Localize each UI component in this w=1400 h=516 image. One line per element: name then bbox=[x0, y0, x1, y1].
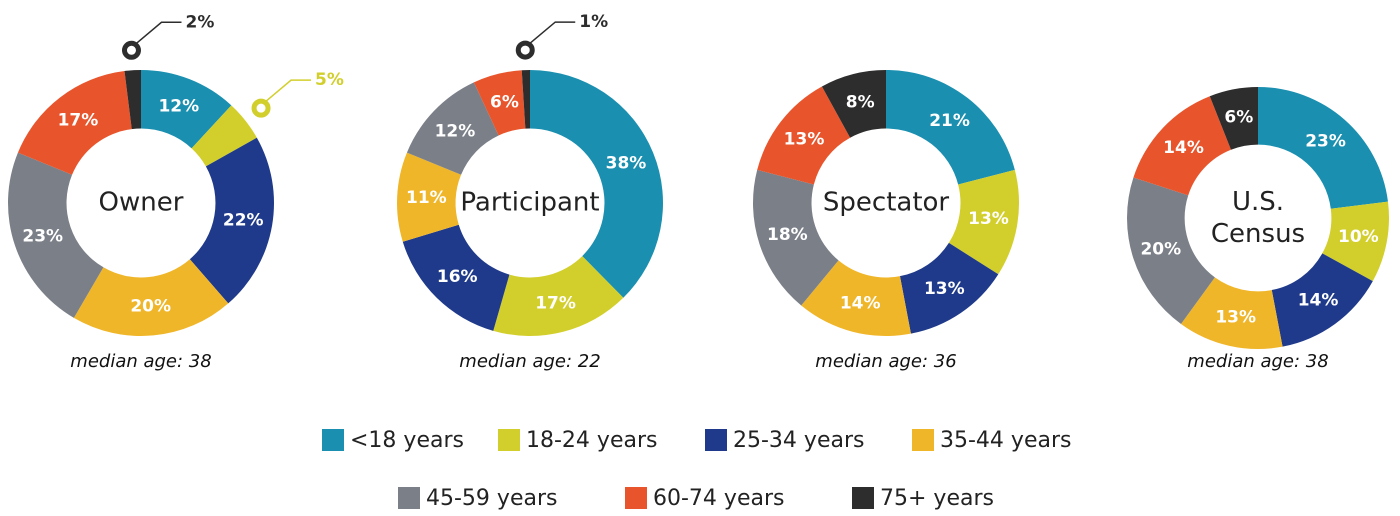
donut-slice bbox=[17, 71, 132, 175]
slice-label: 21% bbox=[929, 111, 970, 131]
median-note: median age: 38 bbox=[70, 351, 211, 372]
donut-slice bbox=[402, 224, 510, 331]
callout-line bbox=[529, 21, 576, 44]
legend-label: 18-24 years bbox=[526, 428, 657, 453]
legend-swatch bbox=[498, 429, 520, 451]
slice-label: 12% bbox=[435, 121, 476, 141]
slice-label: 12% bbox=[158, 96, 199, 116]
slice-label: 22% bbox=[223, 211, 264, 231]
callout-line bbox=[136, 21, 182, 44]
slice-label: 23% bbox=[1305, 131, 1346, 151]
donut-slice bbox=[886, 70, 1015, 185]
slice-label: 20% bbox=[130, 296, 171, 316]
slice-label: 6% bbox=[1224, 108, 1253, 128]
slice-label: 17% bbox=[535, 294, 576, 314]
donut-slice bbox=[521, 70, 530, 129]
donut-slice bbox=[124, 70, 141, 130]
center-label: U.S. Census bbox=[1211, 187, 1305, 249]
legend-swatch bbox=[705, 429, 727, 451]
slice-label: 16% bbox=[437, 267, 478, 287]
donut-slice bbox=[189, 137, 274, 304]
legend-label: 25-34 years bbox=[733, 428, 864, 453]
center-label-line: Census bbox=[1211, 219, 1305, 249]
callout-line bbox=[265, 79, 312, 102]
callout-label: 1% bbox=[579, 12, 608, 32]
donut-slice bbox=[73, 259, 229, 337]
center-label-line: U.S. bbox=[1232, 187, 1284, 217]
callout-label: 5% bbox=[315, 70, 344, 90]
legend-label: <18 years bbox=[350, 428, 464, 453]
legend-label: 35-44 years bbox=[940, 428, 1071, 453]
slice-label: 14% bbox=[1163, 138, 1204, 158]
donut-slice bbox=[530, 70, 663, 298]
donut-slice bbox=[397, 152, 462, 242]
donut-slice bbox=[821, 70, 886, 138]
donut-slice bbox=[899, 242, 999, 334]
median-note: median age: 22 bbox=[459, 351, 600, 372]
donut-slice bbox=[1127, 177, 1215, 324]
slice-label: 10% bbox=[1338, 227, 1379, 247]
donut-slice bbox=[948, 169, 1020, 275]
legend-swatch bbox=[625, 487, 647, 509]
slice-label: 18% bbox=[767, 225, 808, 245]
slice-label: 23% bbox=[22, 226, 63, 246]
callout-marker bbox=[515, 40, 535, 60]
donut-slice bbox=[191, 105, 257, 167]
legend-swatch bbox=[852, 487, 874, 509]
slice-label: 8% bbox=[846, 93, 875, 113]
donut-slice bbox=[406, 82, 499, 175]
donut-slice bbox=[1258, 87, 1388, 209]
legend-swatch bbox=[912, 429, 934, 451]
donut-slice bbox=[753, 169, 839, 306]
median-note: median age: 38 bbox=[1187, 351, 1328, 372]
legend-swatch bbox=[322, 429, 344, 451]
slice-label: 38% bbox=[606, 154, 647, 174]
legend-label: 75+ years bbox=[880, 486, 994, 511]
callout-label: 2% bbox=[185, 12, 214, 32]
donut-slice bbox=[493, 256, 624, 337]
legend-label: 60-74 years bbox=[653, 486, 784, 511]
donut-slice bbox=[141, 70, 232, 149]
slice-label: 14% bbox=[1298, 291, 1339, 311]
donut-slice bbox=[1133, 96, 1231, 196]
donut-slice bbox=[801, 260, 911, 336]
legend-label: 45-59 years bbox=[426, 486, 557, 511]
donut-slice bbox=[1181, 277, 1283, 349]
median-note: median age: 36 bbox=[815, 351, 956, 372]
slice-label: 14% bbox=[840, 293, 881, 313]
slice-label: 13% bbox=[924, 279, 965, 299]
donut-slice bbox=[473, 70, 526, 136]
slice-label: 20% bbox=[1140, 240, 1181, 260]
donut-slice bbox=[757, 86, 851, 185]
center-label: Participant bbox=[460, 188, 599, 218]
donut-slice bbox=[1209, 87, 1258, 150]
slice-label: 17% bbox=[58, 111, 99, 131]
slice-label: 13% bbox=[968, 209, 1009, 229]
callout-marker bbox=[251, 98, 271, 118]
legend-swatch bbox=[398, 487, 420, 509]
donut-slice bbox=[1271, 253, 1373, 347]
slice-label: 13% bbox=[784, 129, 825, 149]
donut-slice bbox=[1322, 201, 1389, 282]
slice-label: 6% bbox=[490, 92, 519, 112]
donut-slice bbox=[7, 152, 104, 318]
slice-label: 11% bbox=[406, 188, 447, 208]
callout-marker bbox=[121, 40, 141, 60]
center-label: Spectator bbox=[823, 188, 950, 218]
center-label: Owner bbox=[99, 188, 184, 218]
slice-label: 13% bbox=[1215, 308, 1256, 328]
